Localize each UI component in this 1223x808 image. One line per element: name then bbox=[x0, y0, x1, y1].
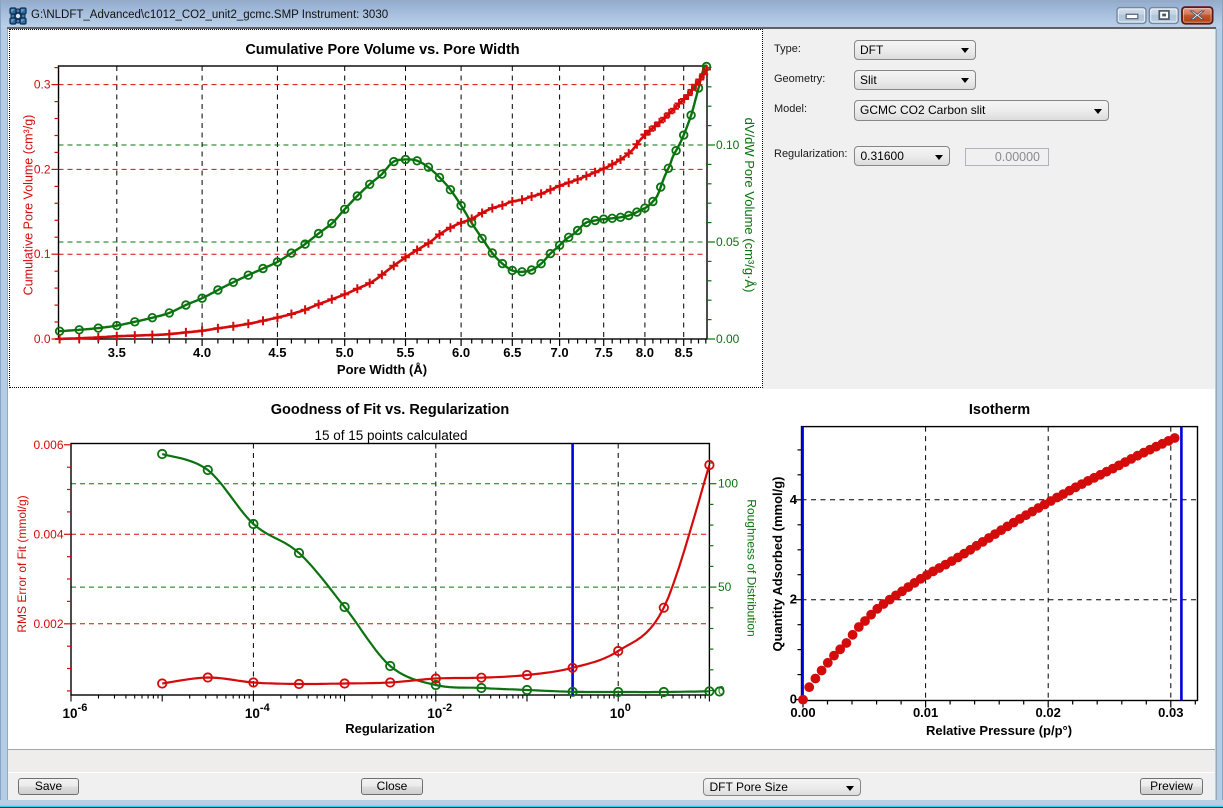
svg-text:4: 4 bbox=[790, 492, 798, 507]
svg-text:8.5: 8.5 bbox=[675, 345, 693, 360]
svg-text:0.00: 0.00 bbox=[716, 332, 740, 346]
svg-text:4.5: 4.5 bbox=[268, 345, 286, 360]
svg-text:Isotherm: Isotherm bbox=[969, 402, 1030, 418]
svg-text:Quantity Adsorbed (mmol/g): Quantity Adsorbed (mmol/g) bbox=[770, 476, 785, 651]
svg-text:0.1: 0.1 bbox=[34, 247, 51, 261]
svg-text:3.5: 3.5 bbox=[108, 345, 126, 360]
svg-text:50: 50 bbox=[718, 580, 732, 594]
svg-text:10-4: 10-4 bbox=[245, 702, 271, 721]
svg-text:Roughness of Distribution: Roughness of Distribution bbox=[745, 499, 759, 636]
svg-text:dV/dW Pore Volume (cm³/g·Å): dV/dW Pore Volume (cm³/g·Å) bbox=[742, 118, 757, 293]
svg-text:Goodness of Fit vs. Regulariza: Goodness of Fit vs. Regularization bbox=[271, 402, 509, 418]
svg-text:Relative Pressure (p/p°): Relative Pressure (p/p°) bbox=[926, 723, 1072, 738]
svg-text:4.0: 4.0 bbox=[193, 345, 211, 360]
svg-text:Regularization: Regularization bbox=[345, 721, 435, 736]
svg-text:0.0: 0.0 bbox=[34, 332, 51, 346]
svg-text:6.0: 6.0 bbox=[452, 345, 470, 360]
svg-text:15 of 15 points calculated: 15 of 15 points calculated bbox=[314, 428, 467, 443]
svg-text:5.0: 5.0 bbox=[336, 345, 354, 360]
svg-text:8.0: 8.0 bbox=[636, 345, 654, 360]
svg-text:0.05: 0.05 bbox=[716, 235, 740, 249]
svg-text:7.5: 7.5 bbox=[595, 345, 613, 360]
svg-text:0.01: 0.01 bbox=[913, 705, 938, 720]
svg-text:Cumulative Pore Volume vs. Por: Cumulative Pore Volume vs. Pore Width bbox=[245, 42, 519, 58]
svg-text:0.00: 0.00 bbox=[790, 705, 815, 720]
svg-text:100: 100 bbox=[610, 702, 631, 721]
svg-text:0.2: 0.2 bbox=[34, 162, 51, 176]
svg-text:0: 0 bbox=[790, 692, 797, 707]
svg-text:0.02: 0.02 bbox=[1036, 705, 1061, 720]
svg-text:0.10: 0.10 bbox=[716, 138, 740, 152]
svg-text:0.03: 0.03 bbox=[1158, 705, 1183, 720]
svg-text:0.006: 0.006 bbox=[33, 438, 63, 452]
svg-text:Pore Width (Å): Pore Width (Å) bbox=[337, 362, 427, 377]
svg-text:7.0: 7.0 bbox=[551, 345, 569, 360]
svg-text:0.3: 0.3 bbox=[34, 78, 51, 92]
svg-text:0: 0 bbox=[718, 684, 725, 698]
svg-text:Cumulative Pore Volume (cm³/g): Cumulative Pore Volume (cm³/g) bbox=[22, 115, 36, 296]
svg-text:RMS Error of Fit (mmol/g): RMS Error of Fit (mmol/g) bbox=[15, 495, 29, 632]
svg-text:2: 2 bbox=[790, 592, 797, 607]
svg-text:5.5: 5.5 bbox=[396, 345, 414, 360]
svg-text:0.004: 0.004 bbox=[33, 527, 63, 541]
svg-text:10-2: 10-2 bbox=[427, 702, 452, 721]
svg-text:0.002: 0.002 bbox=[33, 617, 63, 631]
svg-text:6.5: 6.5 bbox=[503, 345, 521, 360]
svg-text:100: 100 bbox=[718, 477, 738, 491]
svg-text:10-6: 10-6 bbox=[63, 702, 88, 721]
